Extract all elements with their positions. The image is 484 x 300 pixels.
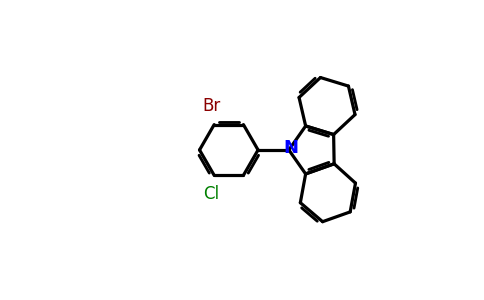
Text: N: N — [284, 139, 299, 157]
Text: Br: Br — [202, 98, 220, 116]
Text: Cl: Cl — [203, 184, 219, 202]
